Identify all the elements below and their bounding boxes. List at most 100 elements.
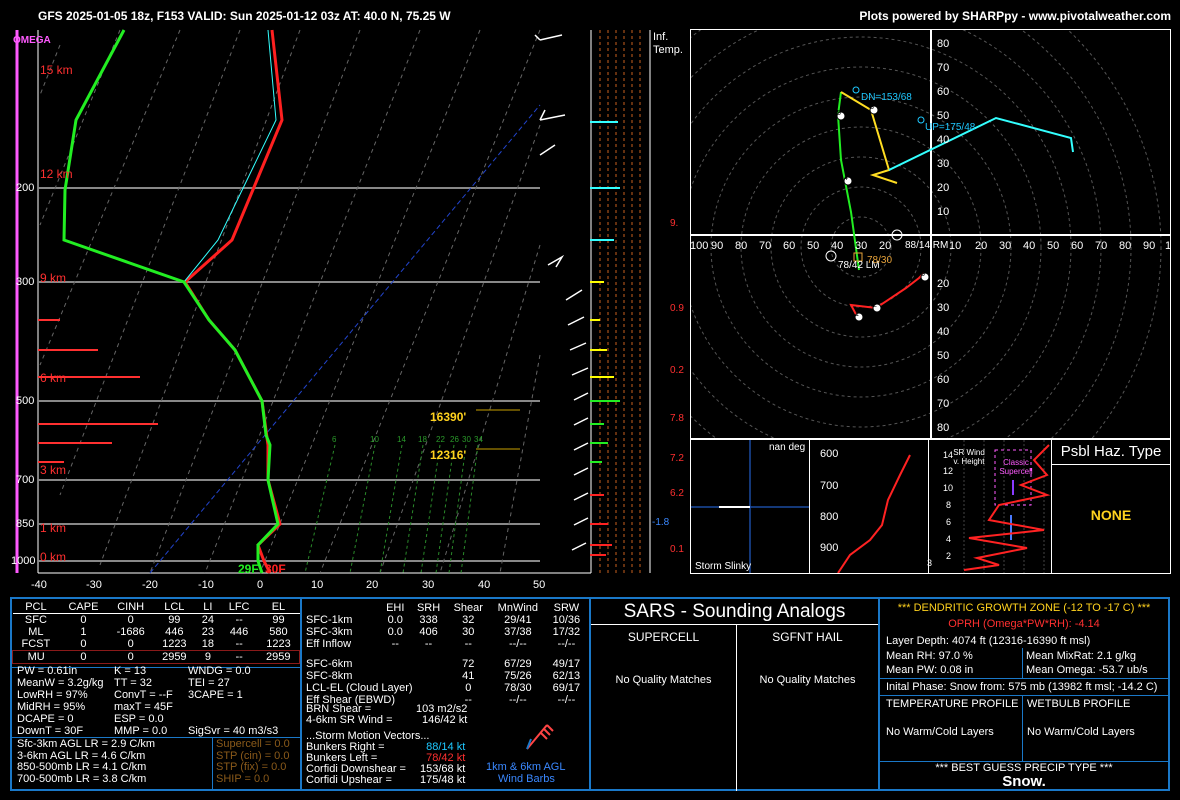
kin-row-label: Eff Shear (EBWD) xyxy=(306,694,396,706)
hodo-mean-label: 78/30 xyxy=(867,255,893,266)
bunkers-right-value: 88/14 kt xyxy=(426,741,466,753)
hodo-y-tick: 50 xyxy=(937,110,950,122)
svg-text:6: 6 xyxy=(332,435,337,444)
kin-header: SRW xyxy=(553,602,580,614)
parcel-header: EL xyxy=(271,601,286,613)
parcel-cell: -1686 xyxy=(116,626,145,638)
hodo-y-tick: 80 xyxy=(937,38,950,50)
index-wndg: WNDG = 0.0 xyxy=(188,665,251,677)
kin-header: MnWind xyxy=(497,602,539,614)
pressure-label-700: 700 xyxy=(16,474,35,486)
kin-row-label: SFC-3km xyxy=(306,626,353,638)
hodo-y-tick: 40 xyxy=(937,134,950,146)
kin-row-label: SFC-6km xyxy=(306,658,353,670)
kin-cell: 72 xyxy=(462,658,475,670)
inferred-temp-value: 9. xyxy=(670,218,679,229)
temp-axis-label: 20 xyxy=(366,579,379,591)
hodo-y-tick: 60 xyxy=(937,86,950,98)
parcel-cell: -- xyxy=(235,638,243,650)
kin-header xyxy=(302,602,380,614)
theta-e-panel: 600 700 800 900 xyxy=(809,439,929,574)
parcel-cell: 2959 xyxy=(162,651,187,663)
inferred-temp-title-1: Inf. xyxy=(653,31,669,43)
dgz-mean-mixrat: Mean MixRat: 2.1 g/kg xyxy=(1026,650,1137,662)
wind-barbs-icon xyxy=(526,724,554,750)
index-downt: DownT = 30F xyxy=(17,725,84,737)
parcel-cell: 9 xyxy=(204,651,211,663)
theta-level: 700 xyxy=(820,480,839,492)
composite-stp-cin: STP (cin) = 0.0 xyxy=(216,749,290,762)
parcel-table: PCL CAPE CINH LCL LI LFC EL SFC 0 0 99 2… xyxy=(12,601,300,664)
dgz-mean-omega: Mean Omega: -53.7 ub/s xyxy=(1026,664,1148,676)
hazard-panel: Psbl Haz. Type NONE xyxy=(1051,439,1171,574)
hodo-rm-label: 88/14 RM xyxy=(905,240,949,251)
theta-level: 900 xyxy=(820,542,839,554)
inferred-neg-value: -1.8 xyxy=(652,517,670,528)
index-tt: TT = 32 xyxy=(114,677,153,689)
svg-text:30: 30 xyxy=(462,435,471,444)
index-blank xyxy=(188,701,278,713)
hodo-x-tick: 30 xyxy=(999,240,1012,252)
corfidi-up-label: Corfidi Upshear = xyxy=(306,774,392,786)
lapse-rate: 700-500mb LR = 3.8 C/km xyxy=(17,772,147,785)
inferred-temp-title-2: Temp. xyxy=(653,44,683,56)
storm-vector-values: 88/14 kt 78/42 kt 153/68 kt 175/48 kt xyxy=(420,742,465,786)
brn-label: BRN Shear = xyxy=(306,703,372,715)
parcel-cell: 446 xyxy=(229,626,249,638)
hodo-y-tick: 30 xyxy=(937,158,950,170)
corfidi-down-label: Corfidi Downshear = xyxy=(306,763,406,775)
index-meanw: MeanW = 3.2g/kg xyxy=(17,677,104,689)
hodo-y-tick: 50 xyxy=(937,350,950,362)
bunkers-left-label: Bunkers Left = xyxy=(306,752,378,764)
sr-wind-title: SR Wind v. Height xyxy=(953,448,985,466)
hodograph-panel: DN=153/68 UP=175/48 88/14 RM 78/42 LM 78… xyxy=(690,29,1171,439)
dgz-top-label: 16390' xyxy=(430,410,467,424)
hodo-x-tick: 20 xyxy=(879,240,892,252)
temp-axis-label: -10 xyxy=(198,579,214,591)
kinematics-panel: EHI SRH Shear MnWind SRW SFC-1km 0.0 338… xyxy=(302,597,591,791)
height-label-1km: 1 km xyxy=(40,521,67,535)
composite-indices: Supercell = 0.0 STP (cin) = 0.0 STP (fix… xyxy=(216,738,290,785)
sr46-label: 4-6km SR Wind = xyxy=(306,714,393,726)
kin-cell: -- xyxy=(391,638,399,650)
parcel-cell: 1223 xyxy=(266,638,291,650)
hodo-x-tick: 60 xyxy=(1071,240,1084,252)
kin-cell xyxy=(410,658,446,670)
pressure-label-1000: 1000 xyxy=(11,555,36,567)
parcel-header: LCL xyxy=(164,601,185,613)
parcel-cell: 1223 xyxy=(162,638,187,650)
kin-cell xyxy=(380,658,410,670)
hodo-y-tick: 80 xyxy=(937,422,950,434)
pressure-label-500: 500 xyxy=(16,395,35,407)
lapse-rate: 3-6km AGL LR = 4.6 C/km xyxy=(17,749,146,762)
kin-cell: 37/38 xyxy=(504,626,532,638)
hodo-point-label: 4 xyxy=(844,175,848,182)
bunkers-left-value: 78/42 kt xyxy=(426,752,466,764)
hodo-y-tick: 60 xyxy=(937,374,950,386)
hodo-point-label: 5 xyxy=(837,110,841,117)
precip-type-title: *** BEST GUESS PRECIP TYPE *** xyxy=(935,762,1113,774)
kin-cell: --/-- xyxy=(508,638,527,650)
kin-cell: 75/26 xyxy=(504,670,532,682)
slinky-footer: Storm Slinky xyxy=(695,561,752,572)
sars-supercell-matches: No Quality Matches xyxy=(615,674,712,686)
sr-wind-y: 6 xyxy=(946,517,952,527)
height-label-3km: 3 km xyxy=(40,463,67,477)
kin-cell: 62/13 xyxy=(552,670,581,682)
parcel-cell: 99 xyxy=(168,614,181,626)
kin-header: EHI xyxy=(386,602,405,614)
storm-vectors-title: ...Storm Motion Vectors... xyxy=(306,730,430,742)
hodo-downshear-label: DN=153/68 xyxy=(861,92,912,103)
pressure-label-300: 300 xyxy=(16,276,35,288)
sars-hail-header: SGFNT HAIL xyxy=(772,630,843,644)
kin-cell: 0.0 xyxy=(387,614,403,626)
thermo-indices-mid: K = 13 TT = 32 ConvT = --F maxT = 45F ES… xyxy=(114,665,173,737)
inferred-temp-value: 7.2 xyxy=(670,453,684,464)
temp-axis-label: -40 xyxy=(31,579,47,591)
temp-axis-label: 40 xyxy=(478,579,491,591)
hodo-x-tick: 20 xyxy=(975,240,988,252)
parcel-cell: 18 xyxy=(201,638,215,650)
lapse-rate: 850-500mb LR = 4.1 C/km xyxy=(17,761,147,773)
kin-cell xyxy=(380,670,410,682)
sars-title: SARS - Sounding Analogs xyxy=(591,599,878,625)
